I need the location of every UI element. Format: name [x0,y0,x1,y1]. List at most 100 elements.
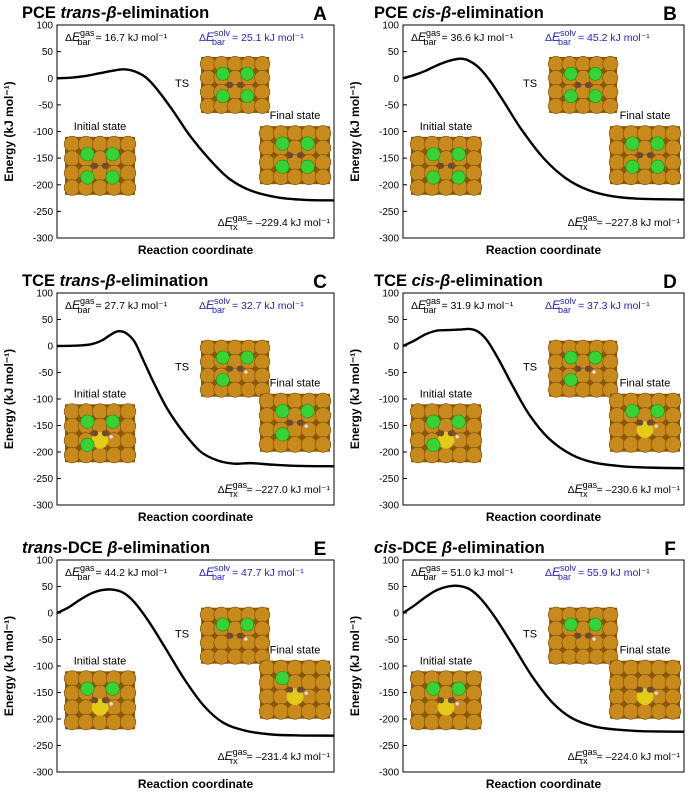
panel-c-ts-structure-chlorine-atom [215,373,230,387]
panel-f-initial-structure-cu-atom [423,713,441,731]
panel-e-ts-structure-cu-atom [199,620,216,637]
panel-f-final-structure-cu-atom [636,703,654,720]
panel-b-ts-structure-carbon-atom [575,81,582,88]
panel-a-E: E [72,30,81,44]
panel-e-ts-structure-carbon-atom [227,632,234,639]
panel-c-ytick-label: -250 [33,474,53,485]
panel-e-sup-gas: gas [80,563,95,573]
panel-e-initial-structure-cu-atom [119,699,137,716]
panel-e-initial-structure-cu-atom [119,713,137,731]
panel-b-final-structure-cu-atom [664,168,682,186]
panel-c-final-structure-hydrogen-atom [304,424,309,429]
panel-c-title: TCE trans-β-elimination [22,272,208,290]
panel-f: cis-DCE β-elimination F 100 50 0 -50 -100 -150 -… [348,539,685,791]
panel-d-title-italic: cis-β [412,272,451,290]
panel-a-delta: Δ [199,32,206,44]
panel-f-ts-structure [548,606,619,665]
panel-c-initial-structure-chlorine-atom [80,437,95,452]
panel-d-final-structure-cu-atom [608,421,626,439]
panel-e-ytick-label: 0 [47,609,53,620]
panel-a-initial-structure-cu-atom [63,135,81,153]
panel-d-final-structure-carbon-atom [637,419,644,426]
panel-e-final-structure-cu-atom [300,688,318,706]
panel-d-sup-gas: gas [426,296,441,306]
panel-f-ts-structure-cu-atom [561,634,578,651]
panel-b-initial-structure [409,135,483,196]
panel-f-initial-structure-cu-atom [451,699,469,716]
panel-b-ts-structure-cu-atom [602,98,619,114]
panel-e-final-structure-cu-atom [272,703,290,720]
panel-a-initial-structure-cu-atom [119,135,137,153]
panel-c-initial-structure-cu-atom [63,403,81,420]
panel-c-xlabel: Reaction coordinate [138,510,254,524]
panel-f-final-structure-cu-atom [636,659,654,677]
panel-b-title-italic: cis-β [413,4,452,22]
panel-d-final-structure-cu-atom [622,421,640,439]
panel-f-final-structure-cu-atom [622,674,640,691]
panel-c-initial-structure-cu-atom [63,432,81,449]
panel-d-ytick-label: 50 [388,315,400,326]
panel-f-ytick-label: -50 [385,635,400,646]
panel-e-ts-structure-cu-atom [199,606,216,623]
panel-c-ytick-label: 50 [42,315,54,326]
panel-e-initial-structure-cu-atom [91,713,109,731]
panel-c-ytick-label: 100 [36,289,53,300]
panel-f-final-structure-carbon-atom [646,686,653,693]
panel-b-initial-structure-cu-atom [437,179,455,196]
panel-c-E: E [206,298,215,312]
panel-b-final-structure-chlorine-atom [650,159,665,174]
panel-f-ytick-label: 50 [388,582,400,593]
panel-c-initial-structure-cu-atom [119,403,137,420]
panel-b-final-structure-cu-atom [664,154,682,171]
panel-d-initial-structure-hydrogen-atom [455,434,460,439]
panel-c-ts-structure-cu-atom [254,339,271,356]
panel-c-sup-gas: gas [233,480,248,490]
panel-e-sub-bar: bar [78,572,91,582]
panel-a: PCE trans-β-elimination A 100 50 0 -50 -100 -15… [2,4,335,257]
panel-e: trans-DCE β-elimination E 100 50 0 -50 -100 -15… [2,539,335,791]
panel-e-final-structure-cu-atom [314,688,332,706]
panel-e-ytick-label: -150 [33,688,53,699]
panel-a-value: = 16.7 kJ mol⁻¹ [93,32,168,44]
panel-e-ts-structure-cu-atom [254,634,271,651]
panel-f-ts-structure-cu-atom [575,606,592,623]
panel-a-title-suffix: -elimination [117,4,210,22]
panel-f-value: = –224.0 kJ mol⁻¹ [594,751,681,763]
panel-a-xlabel: Reaction coordinate [138,243,254,257]
panel-d-value: = 31.9 kJ mol⁻¹ [439,300,514,312]
panel-f-dE-bar-gas: ΔEgas bar = 51.0 kJ mol⁻¹ [411,563,514,582]
panel-a-ts-structure-chlorine-atom [240,66,255,81]
panel-d-final-structure-cu-atom [664,436,682,453]
panel-a-ts-structure-chlorine-atom [215,89,230,103]
panel-e-ts-structure-cu-atom [213,648,230,665]
panel-c-title-italic: trans-β [60,272,116,290]
panel-e-ylabel: Energy (kJ mol⁻¹) [2,616,16,716]
panel-e-sup-solv: solv [214,563,231,573]
panel-f-ytick-label: -200 [379,715,399,726]
panel-e-initial-structure-cu-atom [63,713,81,731]
panel-d-sup-gas: gas [583,480,598,490]
panel-d-ts-structure-chlorine-atom [564,350,578,365]
panel-b-initial-structure-chlorine-atom [426,147,441,162]
panel-e-dE-bar-gas: ΔEgas bar = 44.2 kJ mol⁻¹ [65,563,168,582]
panel-f-energy-curve [402,584,685,733]
panel-d-ylabel: Energy (kJ mol⁻¹) [348,349,362,449]
panel-c-initial-structure-chlorine-atom [80,414,95,429]
panel-e-initial-structure-hydrogen-atom [109,701,114,706]
panel-c-ts-structure-carbon-atom [236,365,243,372]
panel-b-ts-structure-carbon-atom [584,81,591,88]
panel-f-delta: Δ [545,567,552,579]
panel-f-ts-structure-carbon-atom [584,632,591,639]
panel-e-ts-label: TS [175,629,189,641]
panel-d-final-structure-cu-atom [622,436,640,453]
panel-f-ytick-label: 0 [393,609,399,620]
panel-d-ts-structure-cu-atom [548,353,564,370]
panel-c-final-structure-chlorine-atom [275,404,290,419]
panel-d-initial-structure-cu-atom [451,446,469,464]
panel-f-sup-gas: gas [583,747,598,757]
panel-c-title-suffix: -elimination [116,272,209,290]
panel-f-initial-structure-carbon-atom [438,697,445,704]
panel-d-initial-structure-cu-atom [465,432,483,449]
panel-d-delta: Δ [568,484,575,496]
